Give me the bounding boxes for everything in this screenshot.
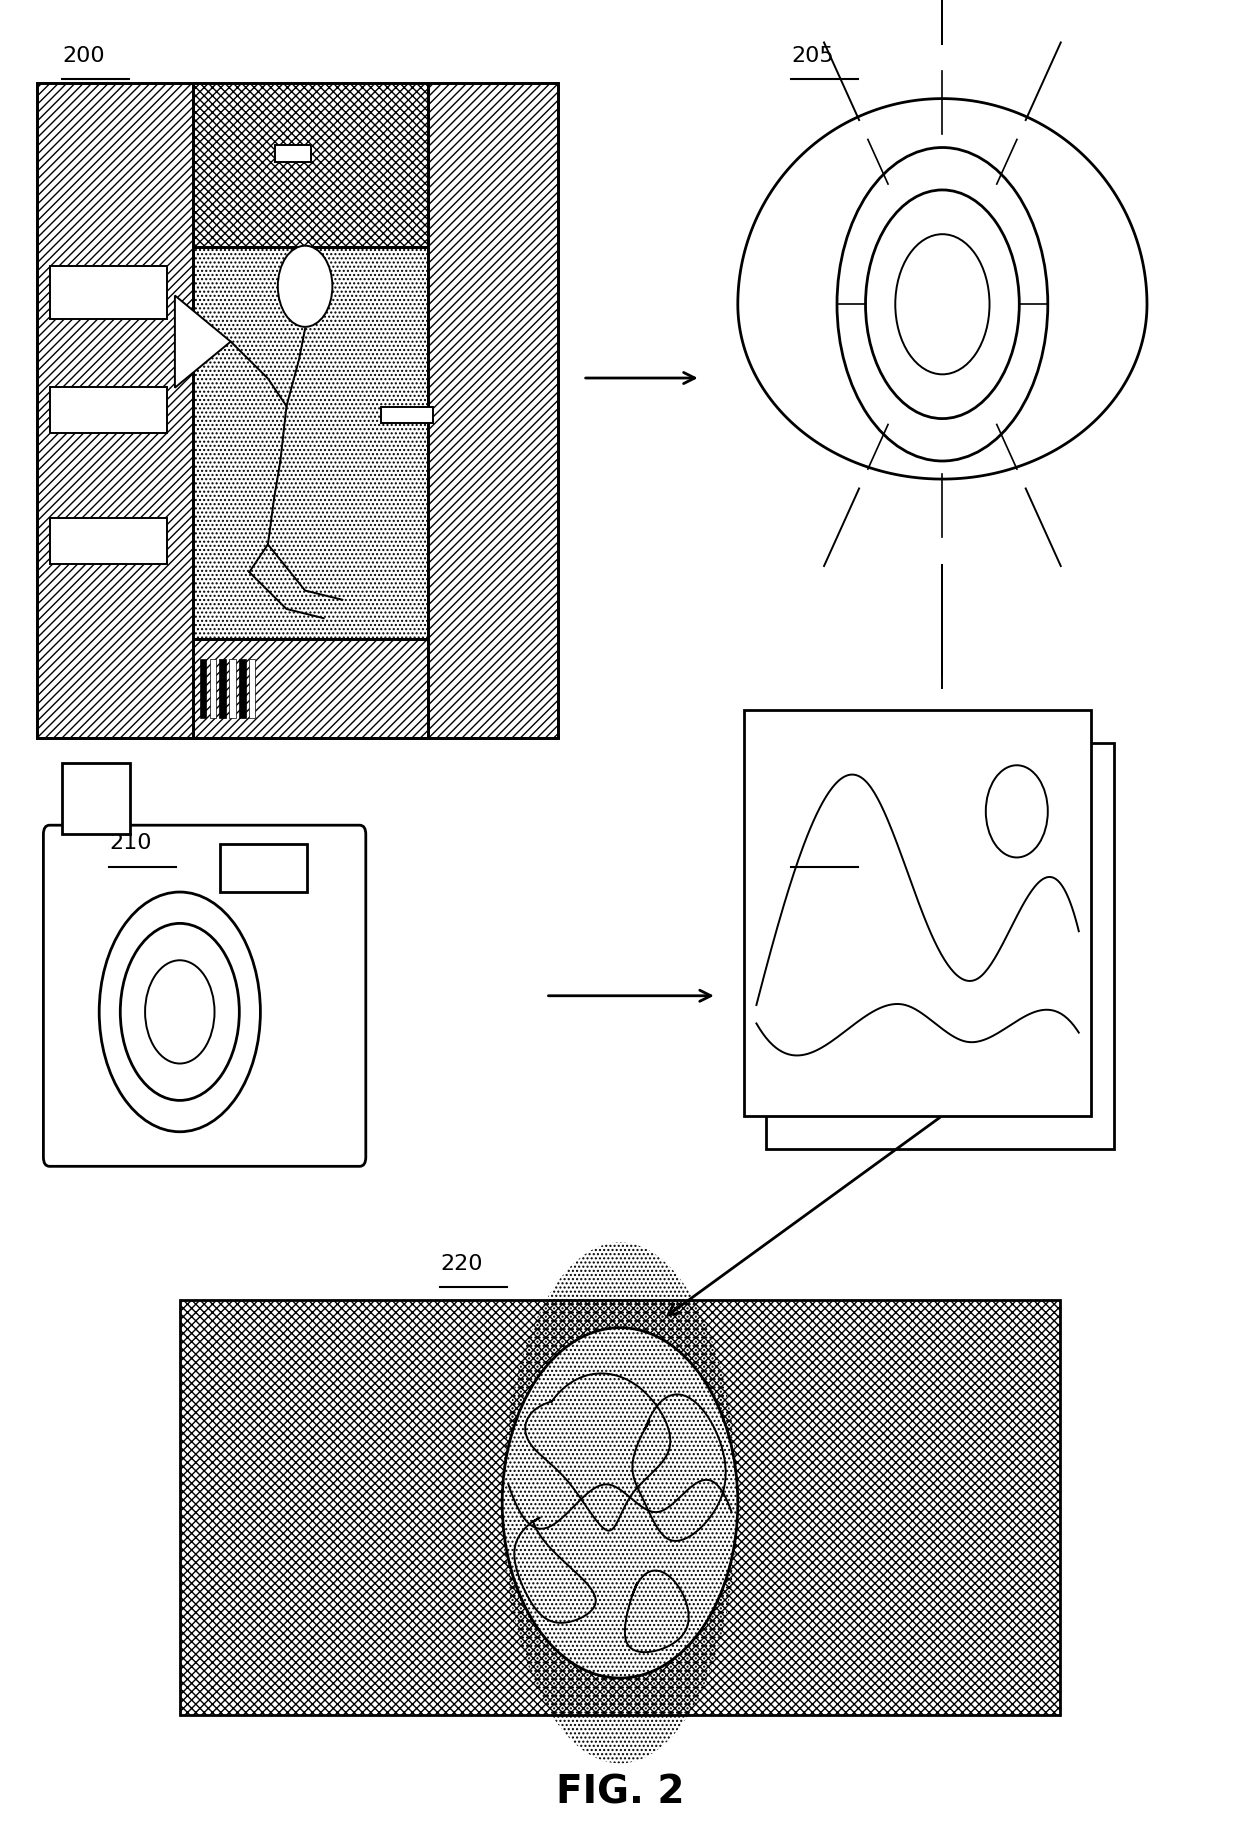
- Bar: [428, 83, 558, 738]
- Polygon shape: [738, 98, 1147, 479]
- Bar: [193, 640, 428, 738]
- Ellipse shape: [502, 1328, 738, 1678]
- Ellipse shape: [99, 892, 260, 1132]
- Bar: [766, 743, 1114, 1149]
- Ellipse shape: [866, 190, 1019, 419]
- Text: FIG. 2: FIG. 2: [556, 1774, 684, 1811]
- Bar: [180, 1300, 1060, 1715]
- Text: 215: 215: [791, 833, 833, 854]
- Bar: [37, 83, 193, 738]
- Ellipse shape: [120, 924, 239, 1101]
- Bar: [37, 83, 558, 738]
- Bar: [381, 408, 433, 424]
- Bar: [221, 845, 308, 892]
- Bar: [249, 658, 255, 717]
- Ellipse shape: [278, 245, 332, 326]
- Bar: [193, 83, 428, 247]
- Ellipse shape: [895, 234, 990, 374]
- Text: 220: 220: [440, 1254, 482, 1274]
- Bar: [428, 83, 558, 738]
- Bar: [37, 83, 193, 738]
- Bar: [193, 247, 428, 640]
- Text: 205: 205: [791, 46, 833, 66]
- Ellipse shape: [837, 148, 1048, 461]
- FancyBboxPatch shape: [43, 826, 366, 1165]
- Bar: [219, 658, 226, 717]
- Text: 200: 200: [62, 46, 104, 66]
- Bar: [50, 387, 167, 433]
- Bar: [193, 640, 428, 738]
- Bar: [50, 518, 167, 564]
- Ellipse shape: [145, 961, 215, 1064]
- Bar: [193, 83, 428, 247]
- Bar: [744, 710, 1091, 1116]
- Bar: [275, 146, 310, 162]
- Bar: [50, 266, 167, 319]
- Bar: [200, 658, 206, 717]
- Polygon shape: [175, 295, 231, 387]
- Text: 210: 210: [109, 833, 151, 854]
- Bar: [180, 1300, 1060, 1715]
- Bar: [239, 658, 246, 717]
- Ellipse shape: [986, 765, 1048, 857]
- Bar: [62, 763, 130, 833]
- Bar: [210, 658, 216, 717]
- Bar: [229, 658, 236, 717]
